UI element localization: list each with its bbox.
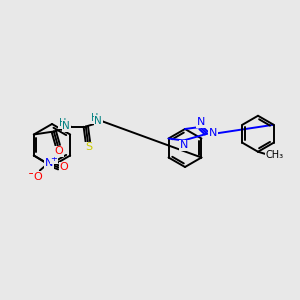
Text: N: N bbox=[94, 116, 102, 126]
Text: N: N bbox=[45, 158, 53, 169]
Text: CH₃: CH₃ bbox=[266, 150, 284, 160]
Text: H: H bbox=[58, 118, 66, 128]
Text: N: N bbox=[209, 128, 217, 138]
Text: O: O bbox=[59, 163, 68, 172]
Text: N: N bbox=[62, 121, 70, 131]
Text: O: O bbox=[54, 146, 63, 157]
Text: H: H bbox=[91, 113, 98, 123]
Text: −: − bbox=[28, 169, 38, 178]
Text: N: N bbox=[197, 117, 205, 127]
Text: N: N bbox=[180, 140, 189, 151]
Text: O: O bbox=[33, 172, 42, 182]
Text: +: + bbox=[50, 154, 57, 163]
Text: S: S bbox=[85, 142, 92, 152]
